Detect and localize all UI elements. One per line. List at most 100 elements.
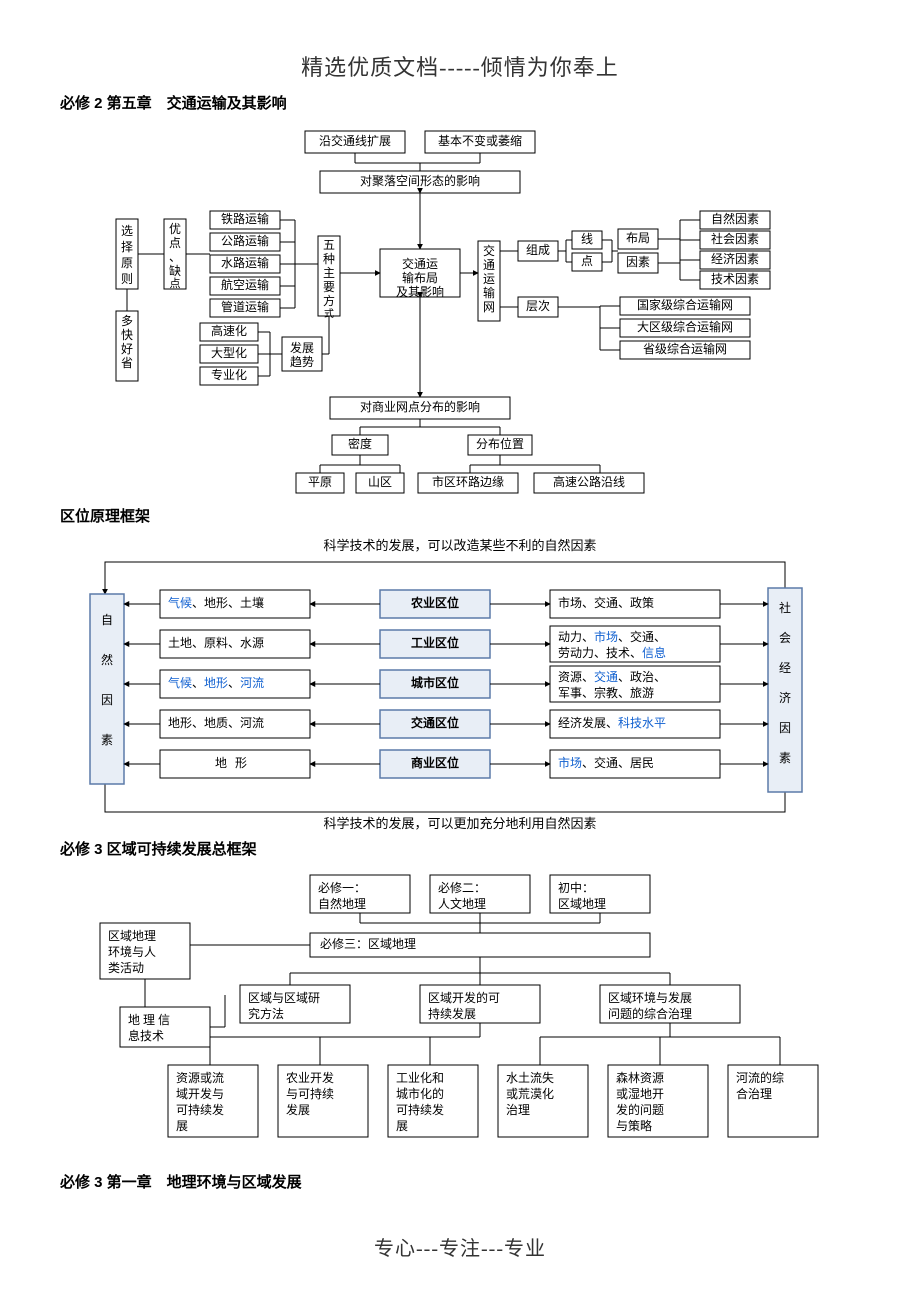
svg-text:森林资源: 森林资源 bbox=[616, 1070, 664, 1085]
svg-text:技术因素: 技术因素 bbox=[711, 272, 759, 286]
diagram-transport: 沿交通线扩展 基本不变或萎缩 对聚落空间形态的影响 交通运 输布局 及其影响 铁… bbox=[60, 121, 860, 501]
svg-text:土地、原料、水源: 土地、原料、水源 bbox=[168, 636, 264, 650]
svg-text:经济因素: 经济因素 bbox=[711, 251, 759, 266]
svg-text:地形、地质、河流: 地形、地质、河流 bbox=[168, 716, 264, 730]
svg-text:劳动力、技术、信息: 劳动力、技术、信息 bbox=[558, 645, 666, 660]
svg-text:可持续发: 可持续发 bbox=[396, 1102, 444, 1117]
svg-text:区域开发的可: 区域开发的可 bbox=[428, 990, 500, 1005]
svg-text:与策略: 与策略 bbox=[616, 1118, 652, 1133]
svg-text:通: 通 bbox=[483, 258, 495, 272]
svg-text:省级综合运输网: 省级综合运输网 bbox=[643, 341, 727, 356]
svg-text:发的问题: 发的问题 bbox=[616, 1102, 664, 1117]
svg-text:专业化: 专业化 bbox=[211, 367, 247, 382]
sec4-title: 必修 3 第一章 地理环境与区域发展 bbox=[60, 1171, 860, 1192]
svg-text:究方法: 究方法 bbox=[248, 1006, 284, 1021]
svg-text:平原: 平原 bbox=[308, 475, 332, 489]
svg-text:市区环路边缘: 市区环路边缘 bbox=[432, 474, 504, 489]
svg-text:交通区位: 交通区位 bbox=[411, 715, 459, 730]
svg-text:息技术: 息技术 bbox=[128, 1028, 164, 1043]
svg-text:必修二：: 必修二： bbox=[438, 880, 486, 895]
svg-text:展: 展 bbox=[176, 1119, 188, 1133]
svg-text:点: 点 bbox=[170, 277, 181, 290]
svg-text:或湿地开: 或湿地开 bbox=[616, 1086, 664, 1101]
svg-text:因: 因 bbox=[779, 721, 791, 735]
svg-text:则: 则 bbox=[121, 272, 133, 286]
box-settlement: 对聚落空间形态的影响 bbox=[360, 173, 480, 188]
svg-text:交: 交 bbox=[483, 243, 495, 258]
svg-text:自: 自 bbox=[101, 613, 113, 627]
layout-factors: 自然因素 社会因素 经济因素 技术因素 bbox=[700, 211, 770, 289]
svg-text:合治理: 合治理 bbox=[736, 1086, 772, 1101]
svg-text:河流的综: 河流的综 bbox=[736, 1070, 784, 1085]
svg-text:国家级综合运输网: 国家级综合运输网 bbox=[637, 297, 733, 312]
svg-text:省: 省 bbox=[121, 356, 133, 370]
svg-text:高速化: 高速化 bbox=[211, 323, 247, 338]
svg-text:然: 然 bbox=[101, 652, 113, 667]
svg-text:主: 主 bbox=[323, 266, 335, 280]
page-top-header: 精选优质文档-----倾情为你奉上 bbox=[60, 50, 860, 82]
svg-text:气候、地形、土壤: 气候、地形、土壤 bbox=[168, 595, 264, 610]
svg-text:持续发展: 持续发展 bbox=[428, 1006, 476, 1021]
net-levels: 国家级综合运输网 大区级综合运输网 省级综合运输网 bbox=[620, 297, 750, 359]
page-footer: 专心---专注---专业 bbox=[60, 1232, 860, 1261]
svg-text:发展: 发展 bbox=[286, 1102, 310, 1117]
svg-text:因: 因 bbox=[101, 693, 113, 707]
sec2-title: 区位原理框架 bbox=[60, 505, 860, 526]
svg-text:优: 优 bbox=[169, 222, 181, 236]
svg-text:社会因素: 社会因素 bbox=[711, 231, 759, 246]
svg-text:城市化的: 城市化的 bbox=[396, 1086, 444, 1101]
svg-text:选: 选 bbox=[121, 224, 133, 238]
svg-text:输: 输 bbox=[483, 285, 495, 300]
svg-text:方: 方 bbox=[323, 293, 335, 308]
svg-text:线: 线 bbox=[581, 232, 593, 246]
svg-text:缺: 缺 bbox=[169, 263, 181, 278]
svg-text:航空运输: 航空运输 bbox=[221, 277, 269, 292]
svg-text:因素: 因素 bbox=[626, 255, 650, 269]
svg-text:运: 运 bbox=[483, 272, 495, 286]
svg-text:必修三：区域地理: 必修三：区域地理 bbox=[320, 936, 416, 951]
svg-text:治理: 治理 bbox=[506, 1103, 530, 1117]
svg-text:素: 素 bbox=[101, 733, 113, 747]
box-commerce: 对商业网点分布的影响 bbox=[360, 399, 480, 414]
center-l3: 及其影响 bbox=[396, 284, 444, 299]
svg-text:多: 多 bbox=[121, 314, 133, 328]
svg-text:资源或流: 资源或流 bbox=[176, 1071, 224, 1085]
box-top-left: 沿交通线扩展 bbox=[319, 133, 391, 148]
svg-text:大区级综合运输网: 大区级综合运输网 bbox=[637, 319, 733, 334]
caption-top: 科学技术的发展，可以改造某些不利的自然因素 bbox=[323, 538, 596, 553]
svg-text:社: 社 bbox=[779, 600, 791, 615]
svg-text:动力、市场、交通、: 动力、市场、交通、 bbox=[558, 629, 666, 644]
svg-text:地 理 信: 地 理 信 bbox=[128, 1013, 170, 1027]
svg-text:区域环境与发展: 区域环境与发展 bbox=[608, 990, 692, 1005]
svg-text:或荒漠化: 或荒漠化 bbox=[506, 1087, 554, 1101]
svg-text:展: 展 bbox=[396, 1119, 408, 1133]
svg-text:点: 点 bbox=[581, 254, 593, 268]
svg-text:原: 原 bbox=[121, 256, 133, 270]
svg-text:快: 快 bbox=[121, 328, 133, 342]
svg-text:农业开发: 农业开发 bbox=[286, 1070, 334, 1085]
svg-text:地形: 地形 bbox=[215, 756, 255, 770]
svg-text:军事、宗教、旅游: 军事、宗教、旅游 bbox=[558, 685, 654, 700]
svg-text:市场、交通、政策: 市场、交通、政策 bbox=[558, 595, 654, 610]
svg-text:与可持续: 与可持续 bbox=[286, 1086, 334, 1101]
svg-text:发展: 发展 bbox=[290, 340, 314, 355]
svg-text:水路运输: 水路运输 bbox=[221, 255, 269, 270]
svg-text:工业区位: 工业区位 bbox=[411, 635, 459, 650]
svg-text:高速公路沿线: 高速公路沿线 bbox=[553, 474, 625, 489]
fivemodes: 五 bbox=[323, 238, 335, 252]
svg-text:可持续发: 可持续发 bbox=[176, 1102, 224, 1117]
svg-text:水土流失: 水土流失 bbox=[506, 1070, 554, 1085]
svg-text:山区: 山区 bbox=[368, 475, 392, 489]
trends: 高速化 大型化 专业化 bbox=[200, 323, 258, 385]
svg-text:气候、地形、河流: 气候、地形、河流 bbox=[168, 675, 264, 690]
svg-text:网: 网 bbox=[483, 300, 495, 314]
svg-text:素: 素 bbox=[779, 751, 791, 765]
svg-text:点: 点 bbox=[169, 236, 181, 250]
svg-text:人文地理: 人文地理 bbox=[438, 896, 486, 911]
svg-text:自然因素: 自然因素 bbox=[711, 211, 759, 226]
svg-text:管道运输: 管道运输 bbox=[221, 299, 269, 314]
svg-text:区域与区域研: 区域与区域研 bbox=[248, 991, 320, 1005]
svg-text:会: 会 bbox=[779, 631, 791, 645]
svg-text:济: 济 bbox=[779, 690, 791, 705]
bot6: 资源或流 域开发与 可持续发 展 农业开发 与可持续 发展 工业化和 城市化的 … bbox=[168, 1065, 818, 1137]
